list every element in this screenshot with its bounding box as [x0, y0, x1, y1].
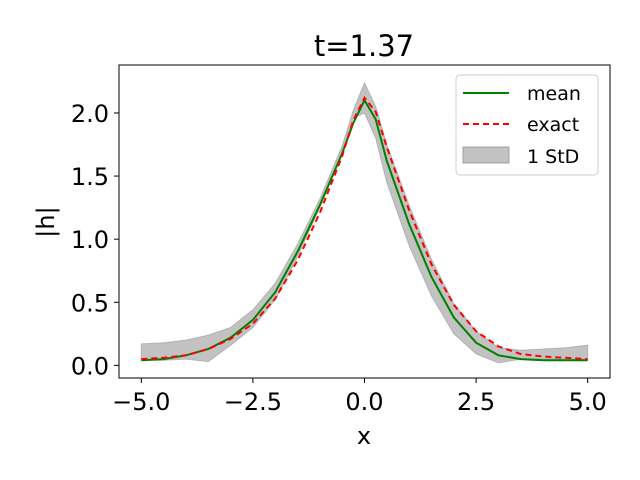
chart-title: t=1.37: [314, 29, 414, 63]
y-tick-label: 0.0: [71, 352, 109, 380]
legend: mean exact 1 StD: [455, 74, 599, 176]
x-tick-label: 5.0: [569, 388, 607, 416]
x-tick-label: 2.5: [457, 388, 495, 416]
legend-std-label: 1 StD: [527, 146, 579, 168]
x-tick-label: −2.5: [224, 388, 282, 416]
x-axis-label: x: [357, 422, 371, 450]
x-tick-label: 0.0: [345, 388, 383, 416]
plot-area: [140, 81, 589, 364]
y-axis: 0.0 0.5 1.0 1.5 2.0: [71, 100, 119, 380]
x-axis: −5.0 −2.5 0.0 2.5 5.0: [112, 378, 607, 416]
y-tick-label: 0.5: [71, 289, 109, 317]
y-axis-label: |h|: [32, 206, 60, 237]
y-tick-label: 2.0: [71, 100, 109, 128]
y-tick-label: 1.0: [71, 226, 109, 254]
exact-line: [141, 95, 588, 361]
legend-mean-label: mean: [527, 83, 581, 105]
y-tick-label: 1.5: [71, 163, 109, 191]
legend-std-swatch: [462, 146, 510, 164]
x-tick-label: −5.0: [112, 388, 170, 416]
legend-exact-label: exact: [527, 114, 579, 136]
